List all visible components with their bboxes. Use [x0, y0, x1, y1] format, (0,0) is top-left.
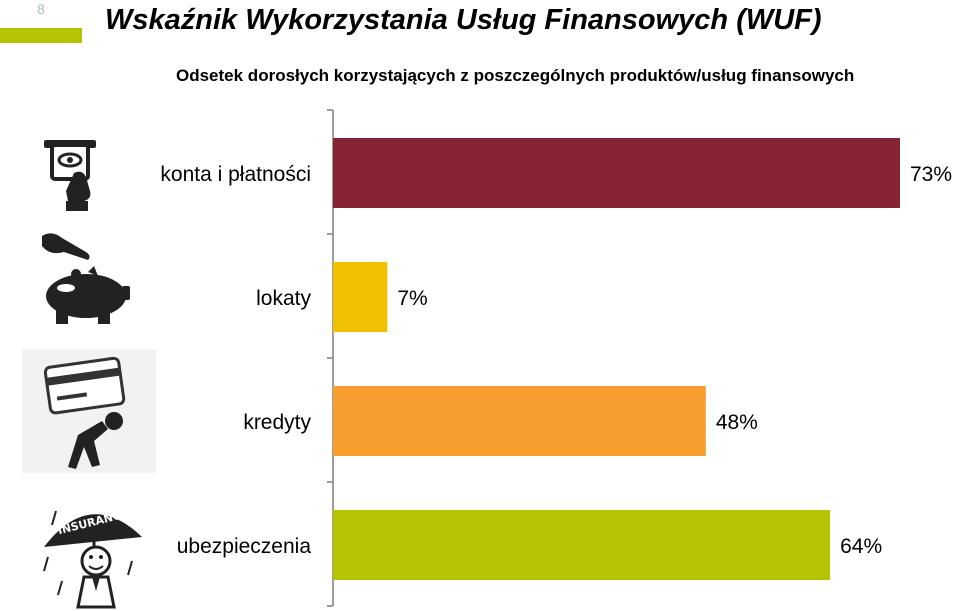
slide-accent-bar	[0, 28, 82, 43]
category-label: konta i płatności	[160, 163, 311, 186]
value-label: 7%	[397, 287, 427, 310]
value-label: 73%	[910, 163, 952, 186]
category-label: ubezpieczenia	[177, 535, 312, 558]
bar-2	[333, 262, 388, 332]
piggy-bank-icon	[42, 233, 130, 324]
category-label: lokaty	[256, 287, 311, 310]
bar-1	[333, 138, 900, 208]
insurance-umbrella-icon: INSURANCE	[43, 507, 142, 609]
bar-3	[333, 386, 706, 456]
value-label: 64%	[840, 535, 882, 558]
page-title: Wskaźnik Wykorzystania Usług Finansowych…	[105, 4, 822, 36]
credit-burden-icon	[22, 349, 156, 473]
value-label: 48%	[716, 411, 758, 434]
bar-4	[333, 510, 831, 580]
atm-card-icon	[44, 140, 96, 211]
category-label: kredyty	[243, 411, 311, 434]
slide-number: 8	[37, 1, 45, 17]
chart-subtitle: Odsetek dorosłych korzystających z poszc…	[176, 66, 855, 85]
